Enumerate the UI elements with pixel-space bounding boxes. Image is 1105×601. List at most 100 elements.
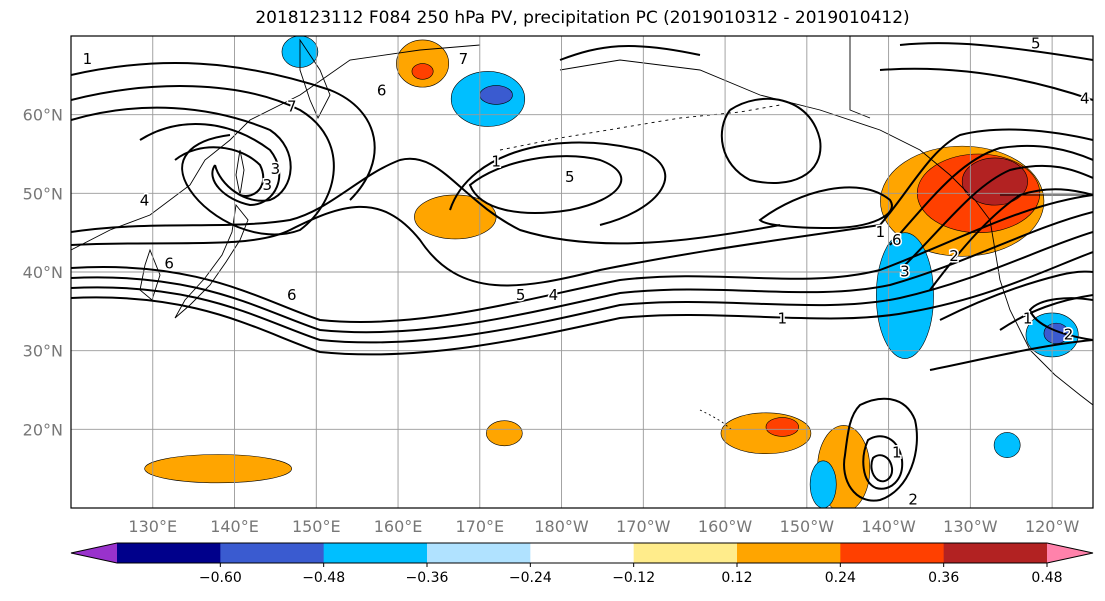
contour-label: 4 [1080, 89, 1090, 107]
colorbar-tick-label: −0.12 [612, 570, 655, 586]
lon-tick-label: 160°E [374, 517, 423, 536]
coastlines [71, 36, 1093, 431]
pv-contour [929, 188, 1093, 291]
contour-label: 1 [491, 152, 501, 170]
contour-label: 1 [83, 50, 93, 68]
colorbar-labels: −0.60 −0.48 −0.36 −0.24 −0.12 0.12 0.24 0.36 0.4… [199, 570, 1063, 586]
pv-contour [449, 141, 667, 226]
longitude-labels: 130°E 140°E 150°E 160°E 170°E 180°W 170°W 160°W… [128, 517, 1079, 536]
lat-tick-label: 40°N [23, 263, 63, 282]
coastline-kamchatka [299, 38, 331, 120]
coastline-alaska [559, 59, 991, 221]
lon-tick-label: 170°W [616, 517, 671, 536]
colorbar-segment [840, 543, 945, 563]
pv-contour [899, 42, 1093, 61]
contour-label: 3 [271, 160, 281, 178]
coastline-aleutians [499, 104, 781, 151]
pv-contour [174, 146, 265, 197]
colorbar-extend-max [1047, 543, 1093, 563]
latitude-labels: 60°N 50°N 40°N 30°N 20°N [23, 106, 63, 440]
pv-contour [559, 44, 701, 61]
pv-contours [71, 42, 1093, 502]
pv-contour [870, 454, 894, 483]
contour-label: 5 [565, 168, 575, 186]
pv-contour [71, 157, 781, 245]
colorbar-segment [117, 543, 221, 563]
precip-fill [720, 412, 812, 455]
colorbar-segment [323, 543, 428, 563]
pv-contour [889, 144, 1093, 246]
coastline-japan [174, 203, 249, 319]
precip-fill [411, 63, 434, 80]
colorbar-tick-label: 0.36 [928, 570, 959, 586]
lon-tick-label: 140°W [861, 517, 916, 536]
pv-contour [904, 164, 1093, 266]
coastline-na-west [989, 219, 1093, 406]
colorbar-tick-label: 0.12 [721, 570, 752, 586]
contour-label: 2 [1064, 325, 1074, 343]
colorbar-extend-min [71, 543, 117, 563]
colorbar-segment [220, 543, 325, 563]
contour-label: 4 [549, 286, 559, 304]
contour-label: 5 [516, 286, 526, 304]
lon-tick-label: 130°W [943, 517, 998, 536]
colorbar-outline [70, 542, 1094, 564]
contour-label: 6 [287, 286, 297, 304]
colorbar-tick-label: 0.48 [1031, 570, 1062, 586]
pv-contour [862, 435, 904, 490]
colorbar-tick-label: 0.24 [825, 570, 856, 586]
coastline-asia [71, 44, 481, 251]
contour-label: 3 [262, 176, 272, 194]
colorbar-segment [943, 543, 1048, 563]
colorbar-segment [737, 543, 841, 563]
contour-label: 1 [892, 443, 902, 461]
pv-contour [71, 194, 1093, 323]
lat-tick-label: 50°N [23, 184, 63, 203]
colorbar-tick-label: −0.48 [302, 570, 345, 586]
pv-contour [71, 205, 881, 287]
precip-fill [993, 432, 1021, 458]
lon-tick-label: 120°W [1025, 517, 1080, 536]
contour-label: 4 [140, 192, 150, 210]
pv-contour [468, 155, 623, 214]
pv-contour [999, 294, 1093, 331]
precip-fill [876, 232, 934, 359]
pv-contour [71, 211, 1093, 334]
lon-tick-label: 130°E [128, 517, 177, 536]
contour-label: 1 [1023, 310, 1033, 328]
pv-contour [71, 106, 292, 202]
graticule [71, 36, 1093, 508]
contour-label: 2 [949, 247, 959, 265]
lon-tick-label: 160°W [698, 517, 753, 536]
map-title: 2018123112 F084 250 hPa PV, precipitatio… [255, 8, 910, 28]
colorbar-tick-label: −0.36 [406, 570, 449, 586]
colorbar-segment [633, 543, 738, 563]
colorbar-segment [530, 543, 635, 563]
coastline-hawaii [699, 409, 733, 431]
precip-fill [479, 85, 513, 105]
pv-contour [929, 339, 1093, 371]
lon-tick-label: 170°E [455, 517, 504, 536]
contour-label: 7 [459, 50, 469, 68]
pv-contour [879, 128, 1093, 226]
colorbar-tick-label: −0.60 [199, 570, 242, 586]
precip-fill [809, 460, 837, 508]
precip-fill [961, 157, 1028, 206]
contour-label: 1 [876, 223, 886, 241]
lon-tick-label: 180°W [534, 517, 589, 536]
colorbar [70, 542, 1094, 567]
pv-contour [71, 85, 335, 236]
precip-fill [486, 420, 523, 447]
pv-contour [71, 251, 1093, 356]
lon-tick-label: 150°W [780, 517, 835, 536]
colorbar-segment [427, 543, 531, 563]
contour-label: 6 [377, 82, 387, 100]
pv-contour [139, 123, 281, 207]
lat-tick-label: 30°N [23, 342, 63, 361]
contour-label: 2 [908, 491, 918, 509]
pv-contour [939, 270, 1093, 321]
pv-contour [843, 397, 918, 502]
precip-fill [144, 454, 293, 484]
lat-tick-label: 20°N [23, 420, 63, 439]
